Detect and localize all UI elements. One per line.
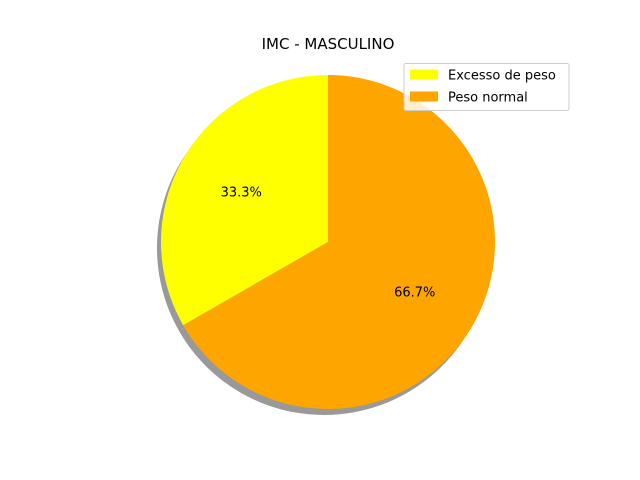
legend-swatch-excesso [410, 69, 438, 80]
pie-label-excesso: 33.3% [221, 185, 262, 200]
legend-entry-peso-normal: Peso normal [410, 91, 528, 106]
legend-label-excesso: Excesso de peso [448, 69, 556, 84]
pie-percent-labels: 33.3% 66.7% [221, 185, 436, 300]
chart-title: IMC - MASCULINO [262, 35, 395, 53]
pie-label-peso-normal: 66.7% [394, 286, 435, 301]
legend: Excesso de peso Peso normal [403, 63, 570, 111]
pie-slice-peso-normal [183, 74, 496, 409]
legend-frame [403, 63, 570, 111]
legend-label-peso-normal: Peso normal [448, 91, 528, 106]
pie-slices [160, 74, 496, 409]
pie-slice-excesso [160, 75, 328, 326]
legend-entry-excesso: Excesso de peso [410, 69, 556, 84]
legend-swatch-peso-normal [410, 91, 438, 102]
